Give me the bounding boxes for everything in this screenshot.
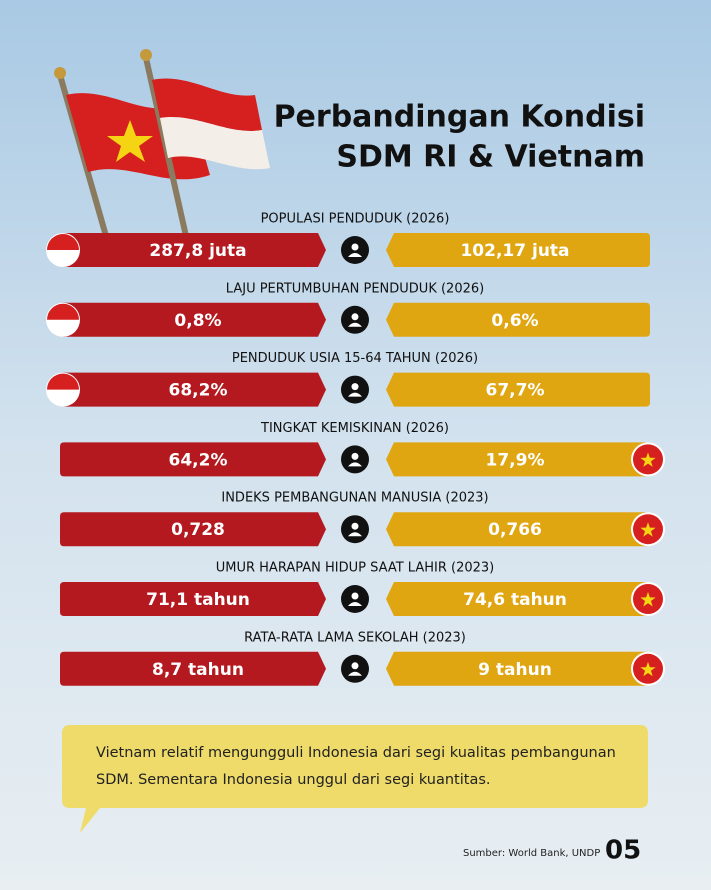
vietnam-value: 102,17 juta [460,241,569,261]
flag-star [640,661,656,677]
indonesia-bar [60,582,326,616]
flag-star [640,592,656,607]
indonesia-flag [46,372,80,407]
page-number: 05 [605,836,641,866]
icon-glyph [348,671,362,676]
vietnam-value: 0,6% [491,311,538,331]
indonesia-bar [60,512,326,547]
title: Perbandingan Kondisi [274,100,645,135]
icon-glyph [351,522,359,530]
vietnam-bar [386,372,650,407]
indonesia-bar [60,442,326,477]
row-label: TINGKAT KEMISKINAN (2026) [260,421,449,436]
vietnam-value: 0,766 [488,520,542,540]
title: SDM RI & Vietnam [336,140,645,175]
indonesia-value: 71,1 tahun [146,590,250,610]
indonesia-value: 287,8 juta [149,241,246,261]
icon-glyph [348,462,362,467]
indonesia-value: 0,8% [174,311,221,331]
indonesia-bar [60,302,326,337]
row-label: INDEKS PEMBANGUNAN MANUSIA (2023) [221,491,488,506]
icon-glyph [351,313,359,321]
flag-red [47,234,79,250]
icon-glyph [348,322,362,327]
vietnam-bar [386,512,650,547]
flag-star [640,522,656,537]
indonesia-flag [46,302,80,337]
vietnam-bar [386,302,650,337]
flags-illustration [54,49,270,251]
indonesia-value: 68,2% [169,381,228,401]
vietnam-bar [386,651,650,686]
icon-glyph [351,383,359,391]
icon-glyph [351,452,359,460]
flag-red [47,303,79,320]
vietnam-bar [386,442,650,477]
vietnam-flag [631,512,665,547]
vietnam-value: 67,7% [486,381,545,401]
vietnam-flag [631,582,665,616]
row-label: PENDUDUK USIA 15-64 TAHUN (2026) [232,351,478,366]
icon-glyph [348,392,362,397]
icon-glyph [348,532,362,537]
row-label: POPULASI PENDUDUK (2026) [261,212,450,227]
icon-glyph [351,243,359,251]
indonesia-bar [60,372,326,407]
source: Sumber: World Bank, UNDP [463,848,600,859]
vietnam-flag [631,651,665,686]
vietnam-value: 74,6 tahun [463,590,567,610]
icon-glyph [348,253,362,257]
icon-glyph [348,602,362,606]
note-text: Vietnam relatif mengungguli Indonesia da… [96,745,616,788]
icon-glyph [351,662,359,670]
row-label: RATA-RATA LAMA SEKOLAH (2023) [244,630,466,645]
vietnam-value: 9 tahun [478,660,552,680]
vietnam-value: 17,9% [486,450,545,470]
row-label: UMUR HARAPAN HIDUP SAAT LAHIR (2023) [216,561,494,576]
vietnam-bar [386,582,650,616]
indonesia-flag [46,233,80,267]
row-label: LAJU PERTUMBUHAN PENDUDUK (2026) [226,281,484,296]
indonesia-value: 64,2% [169,450,228,470]
indonesia-value: 0,728 [171,520,225,540]
flag-star [640,452,656,467]
indonesia-value: 8,7 tahun [152,660,244,680]
flag-red [47,373,79,390]
indonesia-bar [60,651,326,686]
indonesia-bar [60,233,326,267]
note-box [62,725,648,833]
vietnam-bar [386,233,650,267]
icon-glyph [351,592,359,600]
vietnam-flag [631,442,665,477]
